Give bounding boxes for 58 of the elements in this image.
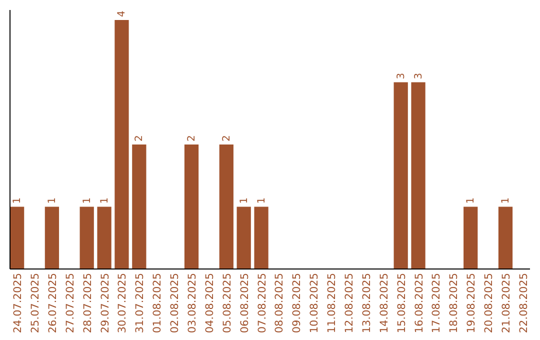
- bar: [10, 206, 24, 269]
- data-label: 2: [186, 135, 198, 142]
- bar: [114, 20, 129, 269]
- data-label: 1: [500, 197, 512, 204]
- bar: [44, 206, 60, 269]
- bar: [464, 206, 478, 269]
- data-label: 1: [99, 197, 110, 204]
- x-tick-label: 24.07.2025: [12, 273, 24, 334]
- x-tick-label: 01.08.2025: [152, 273, 164, 334]
- x-tick-label: 26.07.2025: [46, 273, 59, 334]
- bar: [411, 82, 426, 269]
- data-label: 1: [466, 197, 477, 204]
- bar: [236, 206, 251, 269]
- bar: [219, 144, 234, 269]
- x-tick-label: 11.08.2025: [326, 273, 338, 334]
- x-tick-label: 19.08.2025: [466, 273, 478, 334]
- x-tick-label: 30.07.2025: [116, 273, 129, 334]
- x-tick-label: 29.07.2025: [99, 273, 112, 334]
- bar: [97, 206, 112, 269]
- data-label: 1: [12, 197, 24, 204]
- x-tick-label: 13.08.2025: [360, 273, 373, 334]
- x-tick-label: 31.07.2025: [134, 273, 146, 334]
- data-label: 2: [221, 135, 232, 142]
- x-tick-label: 03.08.2025: [186, 273, 199, 334]
- x-tick-label: 08.08.2025: [274, 273, 286, 334]
- x-tick-label: 27.07.2025: [64, 273, 76, 334]
- x-tick-label: 14.08.2025: [378, 273, 390, 334]
- x-tick-label: 07.08.2025: [256, 273, 268, 334]
- x-tick-label: 20.08.2025: [483, 273, 496, 334]
- data-label: 3: [413, 72, 424, 80]
- data-label: 1: [82, 197, 93, 204]
- x-tick-label: 06.08.2025: [238, 273, 251, 334]
- bar: [498, 206, 513, 269]
- data-label: 1: [256, 197, 268, 204]
- x-tick-label: 16.08.2025: [413, 273, 426, 334]
- bar: [254, 206, 268, 269]
- x-tick-label: 09.08.2025: [291, 273, 304, 334]
- bar: [184, 144, 199, 269]
- x-tick-label: 12.08.2025: [343, 273, 356, 334]
- x-tick-label: 04.08.2025: [204, 273, 216, 334]
- bar: [80, 206, 94, 269]
- bar: [132, 144, 146, 269]
- data-label: 1: [238, 197, 250, 204]
- data-label: 2: [134, 135, 146, 142]
- bar: [394, 82, 408, 269]
- x-tick-label: 18.08.2025: [448, 273, 460, 334]
- x-tick-label: 05.08.2025: [221, 273, 234, 334]
- data-label: 3: [396, 72, 407, 80]
- data-label: 4: [116, 10, 128, 17]
- x-tick-label: 21.08.2025: [500, 273, 512, 334]
- x-tick-label: 10.08.2025: [308, 273, 321, 334]
- x-tick-label: 25.07.2025: [30, 273, 42, 334]
- x-tick-label: 17.08.2025: [430, 273, 443, 334]
- data-label: 1: [46, 197, 58, 204]
- x-tick-label: 02.08.2025: [169, 273, 182, 334]
- x-tick-label: 28.07.2025: [82, 273, 94, 334]
- x-tick-label: 15.08.2025: [396, 273, 408, 334]
- x-tick-label: 22.08.2025: [518, 273, 530, 334]
